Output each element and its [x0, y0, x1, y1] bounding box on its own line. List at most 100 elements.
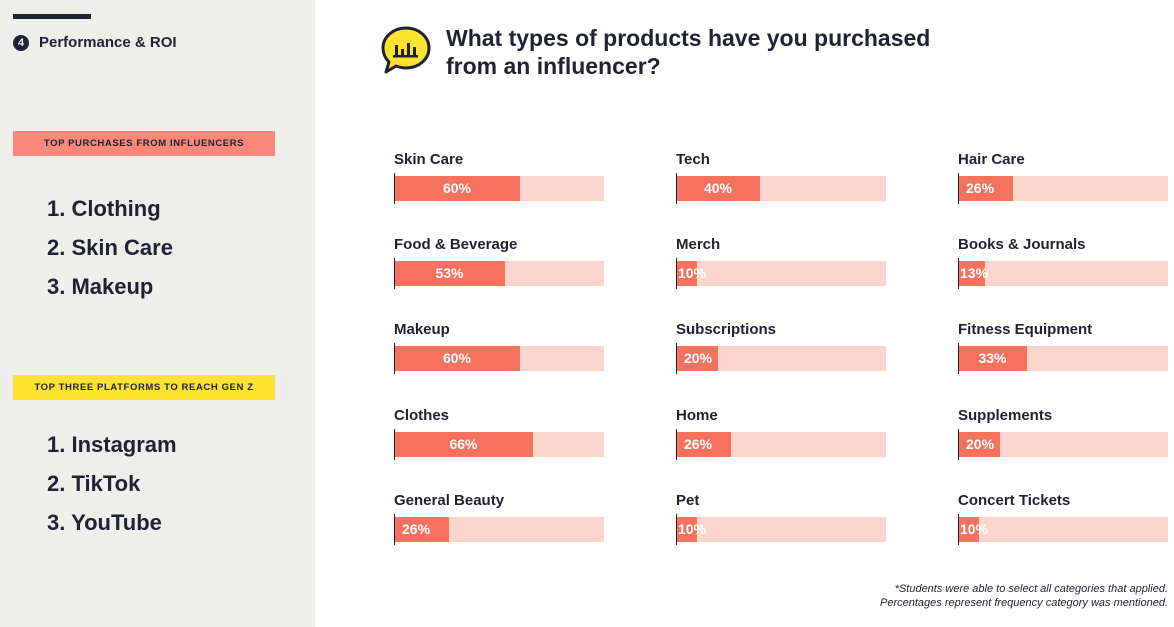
- category-label: Clothes: [394, 407, 450, 424]
- bar-group: 60%: [394, 343, 604, 374]
- bar-baseline: [958, 514, 959, 545]
- list-item: 1. Clothing: [47, 196, 161, 221]
- bar-item: General Beauty 26%: [394, 491, 604, 545]
- bar-item: Tech 40%: [676, 150, 886, 204]
- bar-group: 40%: [676, 173, 886, 204]
- bar-item: Merch 10%: [676, 235, 886, 289]
- category-label: Fitness Equipment: [958, 321, 1093, 338]
- sidebar: 4 Performance & ROI TOP PURCHASES FROM I…: [0, 0, 315, 627]
- value-label: 60%: [442, 350, 472, 366]
- bar-baseline: [394, 173, 395, 204]
- bar-group: 26%: [958, 173, 1168, 204]
- bar-item: Skin Care 60%: [394, 150, 604, 204]
- value-label: 33%: [978, 350, 1007, 366]
- bar-baseline: [958, 258, 959, 289]
- bar-fill: [394, 261, 505, 286]
- bar-fill: [394, 432, 533, 457]
- bar-baseline: [958, 429, 959, 460]
- bar-fill: [676, 517, 697, 542]
- bar-fill: [958, 176, 1013, 201]
- bar-group: 10%: [958, 514, 1168, 545]
- category-label: General Beauty: [394, 492, 505, 509]
- top-platforms-list: 1. Instagram 2. TikTok 3. YouTube: [47, 425, 177, 542]
- bar-track: [958, 261, 1168, 286]
- value-label: 10%: [678, 265, 707, 281]
- bar-item: Books & Journals 13%: [958, 235, 1168, 289]
- bar-item: Makeup 60%: [394, 320, 604, 374]
- bar-fill: [394, 346, 520, 371]
- category-label: Food & Beverage: [394, 236, 518, 253]
- bar-track: [676, 261, 886, 286]
- bar-fill: [676, 176, 760, 201]
- chart-title-line1: What types of products have you purchase…: [446, 25, 931, 51]
- value-label: 53%: [435, 265, 464, 281]
- bar-fill: [958, 517, 979, 542]
- bar-group: 66%: [394, 429, 604, 460]
- value-label: 26%: [966, 180, 995, 196]
- bar-group: 13%: [958, 258, 1168, 289]
- category-label: Pet: [676, 492, 700, 509]
- bar-group: 20%: [958, 429, 1168, 460]
- list-item: 3. Makeup: [47, 274, 154, 299]
- chat-bubble-chart-icon: [381, 26, 431, 74]
- value-label: 26%: [684, 436, 713, 452]
- bar-item: Supplements 20%: [958, 406, 1168, 460]
- bar-item: Pet 10%: [676, 491, 886, 545]
- value-label: 20%: [966, 436, 995, 452]
- value-label: 20%: [684, 350, 713, 366]
- footnote: *Students were able to select all catego…: [880, 582, 1168, 610]
- bar-baseline: [958, 343, 959, 374]
- bar-item: Hair Care 26%: [958, 150, 1168, 204]
- bar-fill: [676, 261, 697, 286]
- bar-baseline: [394, 429, 395, 460]
- bar-fill: [676, 346, 718, 371]
- bar-group: 26%: [676, 429, 886, 460]
- section-number-badge: 4: [13, 34, 29, 51]
- bar-fill: [958, 346, 1027, 371]
- bar-baseline: [676, 258, 677, 289]
- bar-baseline: [676, 343, 677, 374]
- footnote-line1: *Students were able to select all catego…: [894, 583, 1168, 595]
- bar-group: 20%: [676, 343, 886, 374]
- category-label: Merch: [676, 236, 721, 253]
- value-label: 66%: [449, 436, 478, 452]
- bar-track: [958, 517, 1168, 542]
- bar-fill: [394, 176, 520, 201]
- top-platforms-tag: TOP THREE PLATFORMS TO REACH GEN Z: [13, 375, 275, 400]
- bar-group: 53%: [394, 258, 604, 289]
- bar-fill: [958, 432, 1000, 457]
- bar-item: Clothes 66%: [394, 406, 604, 460]
- bar-group: 60%: [394, 173, 604, 204]
- bar-baseline: [394, 514, 395, 545]
- list-item: 2. Skin Care: [47, 235, 173, 260]
- category-label: Books & Journals: [958, 236, 1086, 253]
- bar-item: Subscriptions 20%: [676, 320, 886, 374]
- bar-group: 33%: [958, 343, 1168, 374]
- bar-item: Home 26%: [676, 406, 886, 460]
- top-purchases-tag: TOP PURCHASES FROM INFLUENCERS: [13, 131, 275, 156]
- list-item: 2. TikTok: [47, 471, 141, 496]
- chart-title-line2: from an influencer?: [446, 53, 661, 79]
- bar-item: Food & Beverage 53%: [394, 235, 604, 289]
- value-label: 26%: [402, 521, 431, 537]
- category-label: Skin Care: [394, 151, 464, 168]
- bar-fill: [676, 432, 731, 457]
- bar-item: Fitness Equipment 33%: [958, 320, 1168, 374]
- category-label: Supplements: [958, 407, 1053, 424]
- bar-group: 26%: [394, 514, 604, 545]
- value-label: 60%: [442, 180, 472, 196]
- chart-title: What types of products have you purchase…: [446, 24, 1006, 80]
- bar-baseline: [958, 173, 959, 204]
- value-label: 10%: [678, 521, 707, 537]
- category-label: Hair Care: [958, 151, 1025, 168]
- chart-headline: What types of products have you purchase…: [380, 24, 1006, 80]
- bar-fill: [958, 261, 985, 286]
- section-divider: [13, 14, 91, 19]
- section-title: Performance & ROI: [39, 34, 177, 51]
- bar-baseline: [676, 429, 677, 460]
- bar-group: 10%: [676, 514, 886, 545]
- bar-item: Concert Tickets 10%: [958, 491, 1168, 545]
- bar-baseline: [676, 173, 677, 204]
- category-label: Subscriptions: [676, 321, 777, 338]
- bar-baseline: [394, 343, 395, 374]
